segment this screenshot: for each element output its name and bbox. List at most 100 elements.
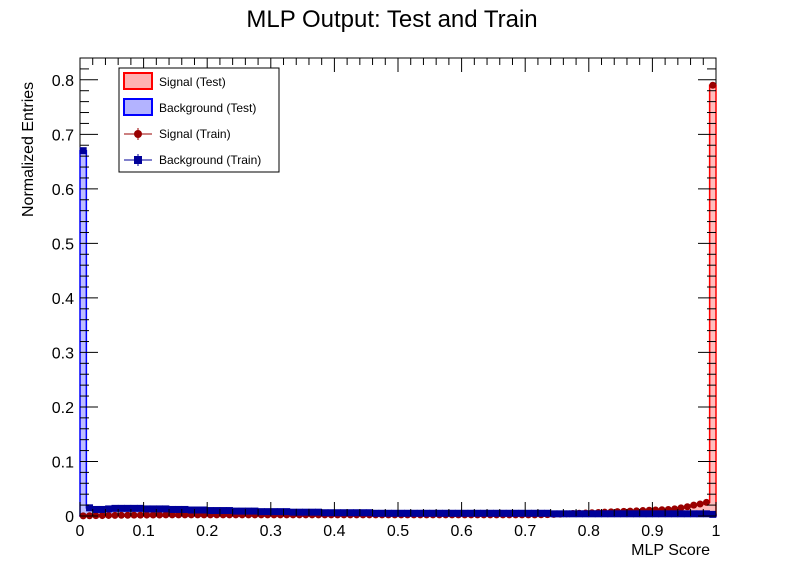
marker-series-2-bin-8 — [130, 511, 138, 519]
legend: Signal (Test) Background (Test) Signal (… — [118, 67, 280, 173]
marker-series-2-bin-98 — [702, 498, 710, 506]
marker-series-3-bin-97 — [696, 510, 704, 518]
marker-series-2-bin-10 — [143, 511, 151, 519]
x-axis: 0 0.1 0.2 0.3 0.4 0.5 0.6 0.7 0.8 0.9 1 — [76, 58, 721, 540]
legend-entry-signal-train: Signal (Train) — [124, 127, 231, 141]
marker-series-3-bin-25 — [238, 507, 246, 515]
marker-series-3-bin-57 — [442, 509, 450, 517]
y-tick-label-0: 0 — [65, 509, 74, 526]
marker-series-3-bin-94 — [677, 510, 685, 518]
marker-series-3-bin-88 — [639, 510, 647, 518]
marker-series-2-bin-99 — [709, 81, 717, 89]
marker-layer — [79, 81, 717, 520]
marker-series-3-bin-84 — [613, 510, 621, 518]
x-tick-label-3: 0.3 — [260, 523, 282, 540]
legend-entry-background-test: Background (Test) — [123, 98, 256, 116]
legend-entry-background-train: Background (Train) — [124, 153, 261, 167]
marker-series-3-bin-45 — [365, 509, 373, 517]
marker-series-3-bin-18 — [194, 506, 202, 514]
marker-series-3-bin-77 — [569, 510, 577, 518]
marker-series-3-bin-68 — [512, 509, 520, 517]
x-tick-label-6: 0.6 — [450, 523, 472, 540]
marker-series-3-bin-86 — [626, 510, 634, 518]
marker-series-3-bin-47 — [378, 509, 386, 517]
marker-series-3-bin-75 — [556, 510, 564, 518]
y-tick-label-4: 0.4 — [52, 291, 74, 308]
y-axis: 0 0.1 0.2 0.3 0.4 0.5 0.6 0.7 0.8 — [52, 57, 716, 526]
marker-series-3-bin-62 — [474, 509, 481, 517]
marker-series-3-bin-73 — [543, 509, 551, 517]
marker-series-2-bin-95 — [683, 503, 691, 511]
marker-series-3-bin-36 — [308, 508, 316, 516]
legend-swatch-background-test — [123, 98, 153, 116]
marker-series-3-bin-4 — [105, 505, 113, 513]
x-tick-label-8: 0.8 — [578, 523, 600, 540]
marker-series-3-bin-56 — [435, 509, 443, 517]
marker-series-3-bin-17 — [187, 506, 195, 514]
marker-series-3-bin-93 — [671, 510, 679, 518]
marker-series-2-bin-12 — [156, 511, 163, 519]
legend-marker-background-train — [134, 156, 142, 164]
x-tick-label-2: 0.2 — [196, 523, 218, 540]
marker-series-2-bin-5 — [111, 511, 119, 519]
marker-series-3-bin-19 — [200, 506, 208, 514]
marker-series-2-bin-16 — [181, 511, 189, 519]
marker-series-3-bin-49 — [391, 509, 399, 517]
marker-series-3-bin-52 — [410, 509, 418, 517]
marker-series-3-bin-39 — [327, 509, 335, 517]
legend-label-background-test: Background (Test) — [159, 101, 256, 115]
marker-series-3-bin-13 — [162, 505, 170, 513]
legend-entry-signal-test: Signal (Test) — [123, 72, 226, 90]
y-tick-label-8: 0.8 — [52, 73, 74, 90]
marker-series-3-bin-70 — [524, 509, 532, 517]
marker-series-3-bin-2 — [92, 505, 100, 513]
marker-series-3-bin-76 — [563, 510, 571, 518]
marker-series-3-bin-8 — [130, 504, 138, 512]
marker-series-3-bin-14 — [168, 505, 176, 513]
marker-series-3-bin-72 — [537, 509, 545, 517]
y-tick-label-7: 0.7 — [52, 127, 74, 144]
marker-series-3-bin-22 — [219, 507, 227, 515]
marker-series-3-bin-3 — [98, 505, 106, 513]
marker-series-3-bin-44 — [359, 509, 367, 517]
y-axis-title: Normalized Entries — [20, 82, 37, 217]
marker-series-2-bin-7 — [124, 511, 132, 519]
marker-series-3-bin-66 — [499, 509, 507, 517]
marker-series-3-bin-79 — [582, 510, 590, 518]
y-tick-label-3: 0.3 — [52, 345, 74, 362]
marker-series-3-bin-69 — [518, 509, 526, 517]
marker-series-3-bin-21 — [213, 507, 221, 515]
marker-series-3-bin-33 — [289, 508, 297, 516]
marker-series-3-bin-38 — [321, 509, 329, 517]
x-tick-label-5: 0.5 — [387, 523, 409, 540]
marker-series-3-bin-40 — [334, 509, 342, 517]
marker-series-3-bin-64 — [486, 509, 494, 517]
marker-series-2-bin-15 — [175, 511, 183, 519]
marker-series-3-bin-58 — [448, 509, 456, 517]
legend-swatch-signal-test — [123, 72, 153, 90]
marker-series-3-bin-27 — [251, 507, 259, 515]
legend-label-signal-test: Signal (Test) — [159, 75, 226, 89]
marker-series-3-bin-87 — [633, 510, 640, 518]
marker-series-2-bin-11 — [149, 511, 157, 519]
marker-series-3-bin-50 — [397, 509, 405, 517]
x-tick-label-1: 0.1 — [132, 523, 154, 540]
marker-series-3-bin-26 — [245, 507, 253, 515]
marker-series-3-bin-7 — [124, 504, 132, 512]
x-tick-label-4: 0.4 — [323, 523, 345, 540]
y-tick-label-2: 0.2 — [52, 400, 74, 417]
marker-series-3-bin-90 — [652, 510, 660, 518]
marker-series-3-bin-80 — [588, 510, 596, 518]
marker-series-2-bin-97 — [696, 500, 704, 508]
x-tick-label-9: 0.9 — [641, 523, 663, 540]
marker-series-3-bin-81 — [594, 510, 602, 518]
legend-label-background-train: Background (Train) — [159, 153, 261, 167]
legend-marker-signal-train — [134, 130, 142, 138]
marker-series-3-bin-30 — [270, 508, 278, 516]
marker-series-3-bin-65 — [493, 509, 501, 517]
marker-series-3-bin-82 — [601, 510, 609, 518]
chart-title: MLP Output: Test and Train — [246, 6, 537, 33]
marker-series-3-bin-12 — [156, 505, 163, 513]
marker-series-3-bin-43 — [353, 509, 361, 517]
marker-series-3-bin-31 — [276, 508, 284, 516]
